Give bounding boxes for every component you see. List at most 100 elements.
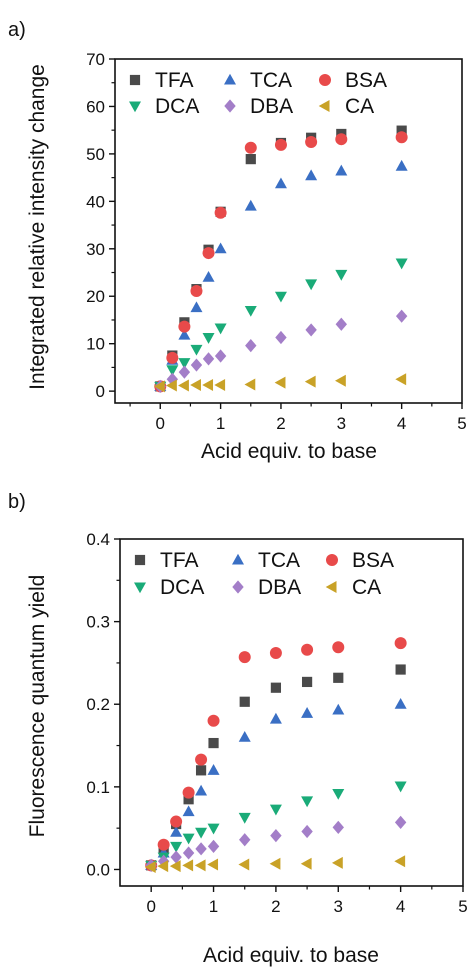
data-point-tca bbox=[207, 764, 220, 775]
data-point-dca bbox=[207, 823, 220, 835]
data-point-dca bbox=[190, 344, 203, 356]
data-point-dba bbox=[195, 842, 207, 856]
data-point-bsa bbox=[166, 351, 179, 364]
data-point-bsa bbox=[190, 285, 203, 298]
data-point-bsa bbox=[395, 131, 408, 144]
data-point-tfa bbox=[333, 672, 344, 683]
data-point-dba bbox=[214, 349, 227, 363]
y-tick-label: 60 bbox=[86, 97, 105, 116]
data-point-ca bbox=[274, 376, 286, 389]
data-point-dca bbox=[244, 305, 257, 317]
series-ca bbox=[153, 373, 407, 393]
data-point-dba bbox=[335, 317, 348, 331]
legend-a: TFA TCA BSA DCA DBA CA bbox=[129, 69, 387, 118]
data-point-tca bbox=[301, 707, 314, 718]
x-tick-label: 3 bbox=[337, 414, 346, 433]
data-point-bsa bbox=[202, 247, 215, 260]
x-tick-label: 2 bbox=[276, 414, 285, 433]
data-point-tca bbox=[394, 697, 407, 709]
legend-item-dca: DCA bbox=[129, 95, 199, 118]
data-point-bsa bbox=[394, 637, 407, 650]
data-point-dba bbox=[239, 833, 251, 847]
data-point-dca bbox=[269, 804, 282, 816]
data-points-b bbox=[144, 637, 407, 873]
data-point-ca bbox=[304, 375, 316, 388]
data-points-a bbox=[153, 125, 408, 393]
series-bsa bbox=[154, 131, 408, 393]
data-point-tca bbox=[195, 784, 208, 796]
y-tick-label: 0.0 bbox=[86, 860, 110, 879]
data-point-tfa bbox=[270, 682, 282, 693]
series-tca bbox=[145, 697, 407, 870]
y-axis-title-b: Fluorescence quantum yield bbox=[26, 575, 49, 838]
data-point-dba bbox=[275, 330, 287, 345]
x-axis-title-b: Acid equiv. to base bbox=[203, 944, 379, 967]
data-point-tfa bbox=[301, 676, 313, 688]
legend-marker-dba bbox=[224, 99, 236, 113]
data-point-ca bbox=[166, 379, 177, 392]
data-point-ca bbox=[331, 856, 343, 869]
legend-label: TCA bbox=[258, 549, 300, 572]
data-point-tca bbox=[305, 169, 318, 181]
data-point-tca bbox=[214, 242, 227, 254]
x-tick-label: 5 bbox=[458, 897, 467, 916]
data-point-tfa bbox=[195, 765, 207, 776]
data-point-tfa bbox=[395, 664, 406, 675]
y-tick-label: 0.3 bbox=[86, 613, 110, 632]
legend-marker-ca bbox=[325, 581, 337, 593]
y-tick-label: 0.4 bbox=[86, 530, 110, 549]
legend-b: TFA TCA BSA DCA DBA CA bbox=[134, 549, 394, 599]
y-tick-label: 20 bbox=[86, 287, 105, 306]
legend-marker-tfa bbox=[134, 554, 146, 566]
y-tick-label: 0 bbox=[96, 382, 105, 401]
data-point-ca bbox=[238, 858, 250, 871]
data-point-tfa bbox=[208, 737, 219, 749]
series-dca bbox=[154, 258, 408, 393]
data-point-dba bbox=[270, 829, 282, 843]
data-point-dba bbox=[166, 372, 179, 386]
data-point-dca bbox=[238, 812, 251, 824]
legend-marker-bsa bbox=[326, 554, 338, 566]
data-point-ca bbox=[394, 855, 406, 868]
data-point-ca bbox=[214, 378, 226, 391]
data-point-bsa bbox=[214, 206, 227, 219]
data-point-dba bbox=[305, 323, 317, 337]
data-point-ca bbox=[244, 378, 256, 391]
data-point-tca bbox=[274, 177, 287, 189]
data-point-bsa bbox=[244, 141, 257, 154]
legend-marker-dba bbox=[232, 580, 244, 594]
data-point-dca bbox=[214, 323, 227, 335]
data-point-ca bbox=[207, 858, 219, 871]
data-point-bsa bbox=[178, 320, 191, 333]
data-point-ca bbox=[194, 859, 206, 872]
legend-marker-ca bbox=[318, 100, 330, 112]
data-point-dca bbox=[274, 291, 287, 303]
panel-label-a: a) bbox=[8, 19, 26, 41]
y-tick-label: 30 bbox=[86, 240, 105, 259]
data-point-tca bbox=[182, 805, 195, 817]
y-tick-label: 40 bbox=[86, 192, 105, 211]
data-point-dba bbox=[301, 824, 313, 839]
data-point-dca bbox=[332, 788, 345, 800]
legend-item-bsa: BSA bbox=[319, 69, 387, 92]
data-point-tfa bbox=[183, 794, 194, 805]
x-tick-label: 1 bbox=[209, 897, 218, 916]
data-point-dba bbox=[395, 309, 408, 323]
y-axis-title-a: Integrated relative intensity change bbox=[26, 64, 49, 390]
data-point-bsa bbox=[207, 714, 220, 727]
x-tick-label: 3 bbox=[334, 897, 343, 916]
data-point-tca bbox=[238, 730, 251, 742]
data-point-dca bbox=[182, 833, 195, 845]
legend-marker-bsa bbox=[319, 74, 331, 86]
legend-item-dba: DBA bbox=[224, 95, 293, 118]
data-point-ca bbox=[335, 374, 346, 387]
data-point-tca bbox=[190, 301, 203, 313]
panel-b: b) Fluorescence quantum yield Acid equiv… bbox=[8, 491, 468, 967]
legend-label: DBA bbox=[258, 576, 301, 599]
legend-item-tfa: TFA bbox=[129, 69, 194, 92]
x-tick-label: 5 bbox=[457, 414, 466, 433]
x-axis-title-a: Acid equiv. to base bbox=[201, 440, 377, 463]
data-point-ca bbox=[169, 860, 181, 873]
data-point-bsa bbox=[195, 753, 208, 766]
series-tca bbox=[154, 159, 408, 391]
